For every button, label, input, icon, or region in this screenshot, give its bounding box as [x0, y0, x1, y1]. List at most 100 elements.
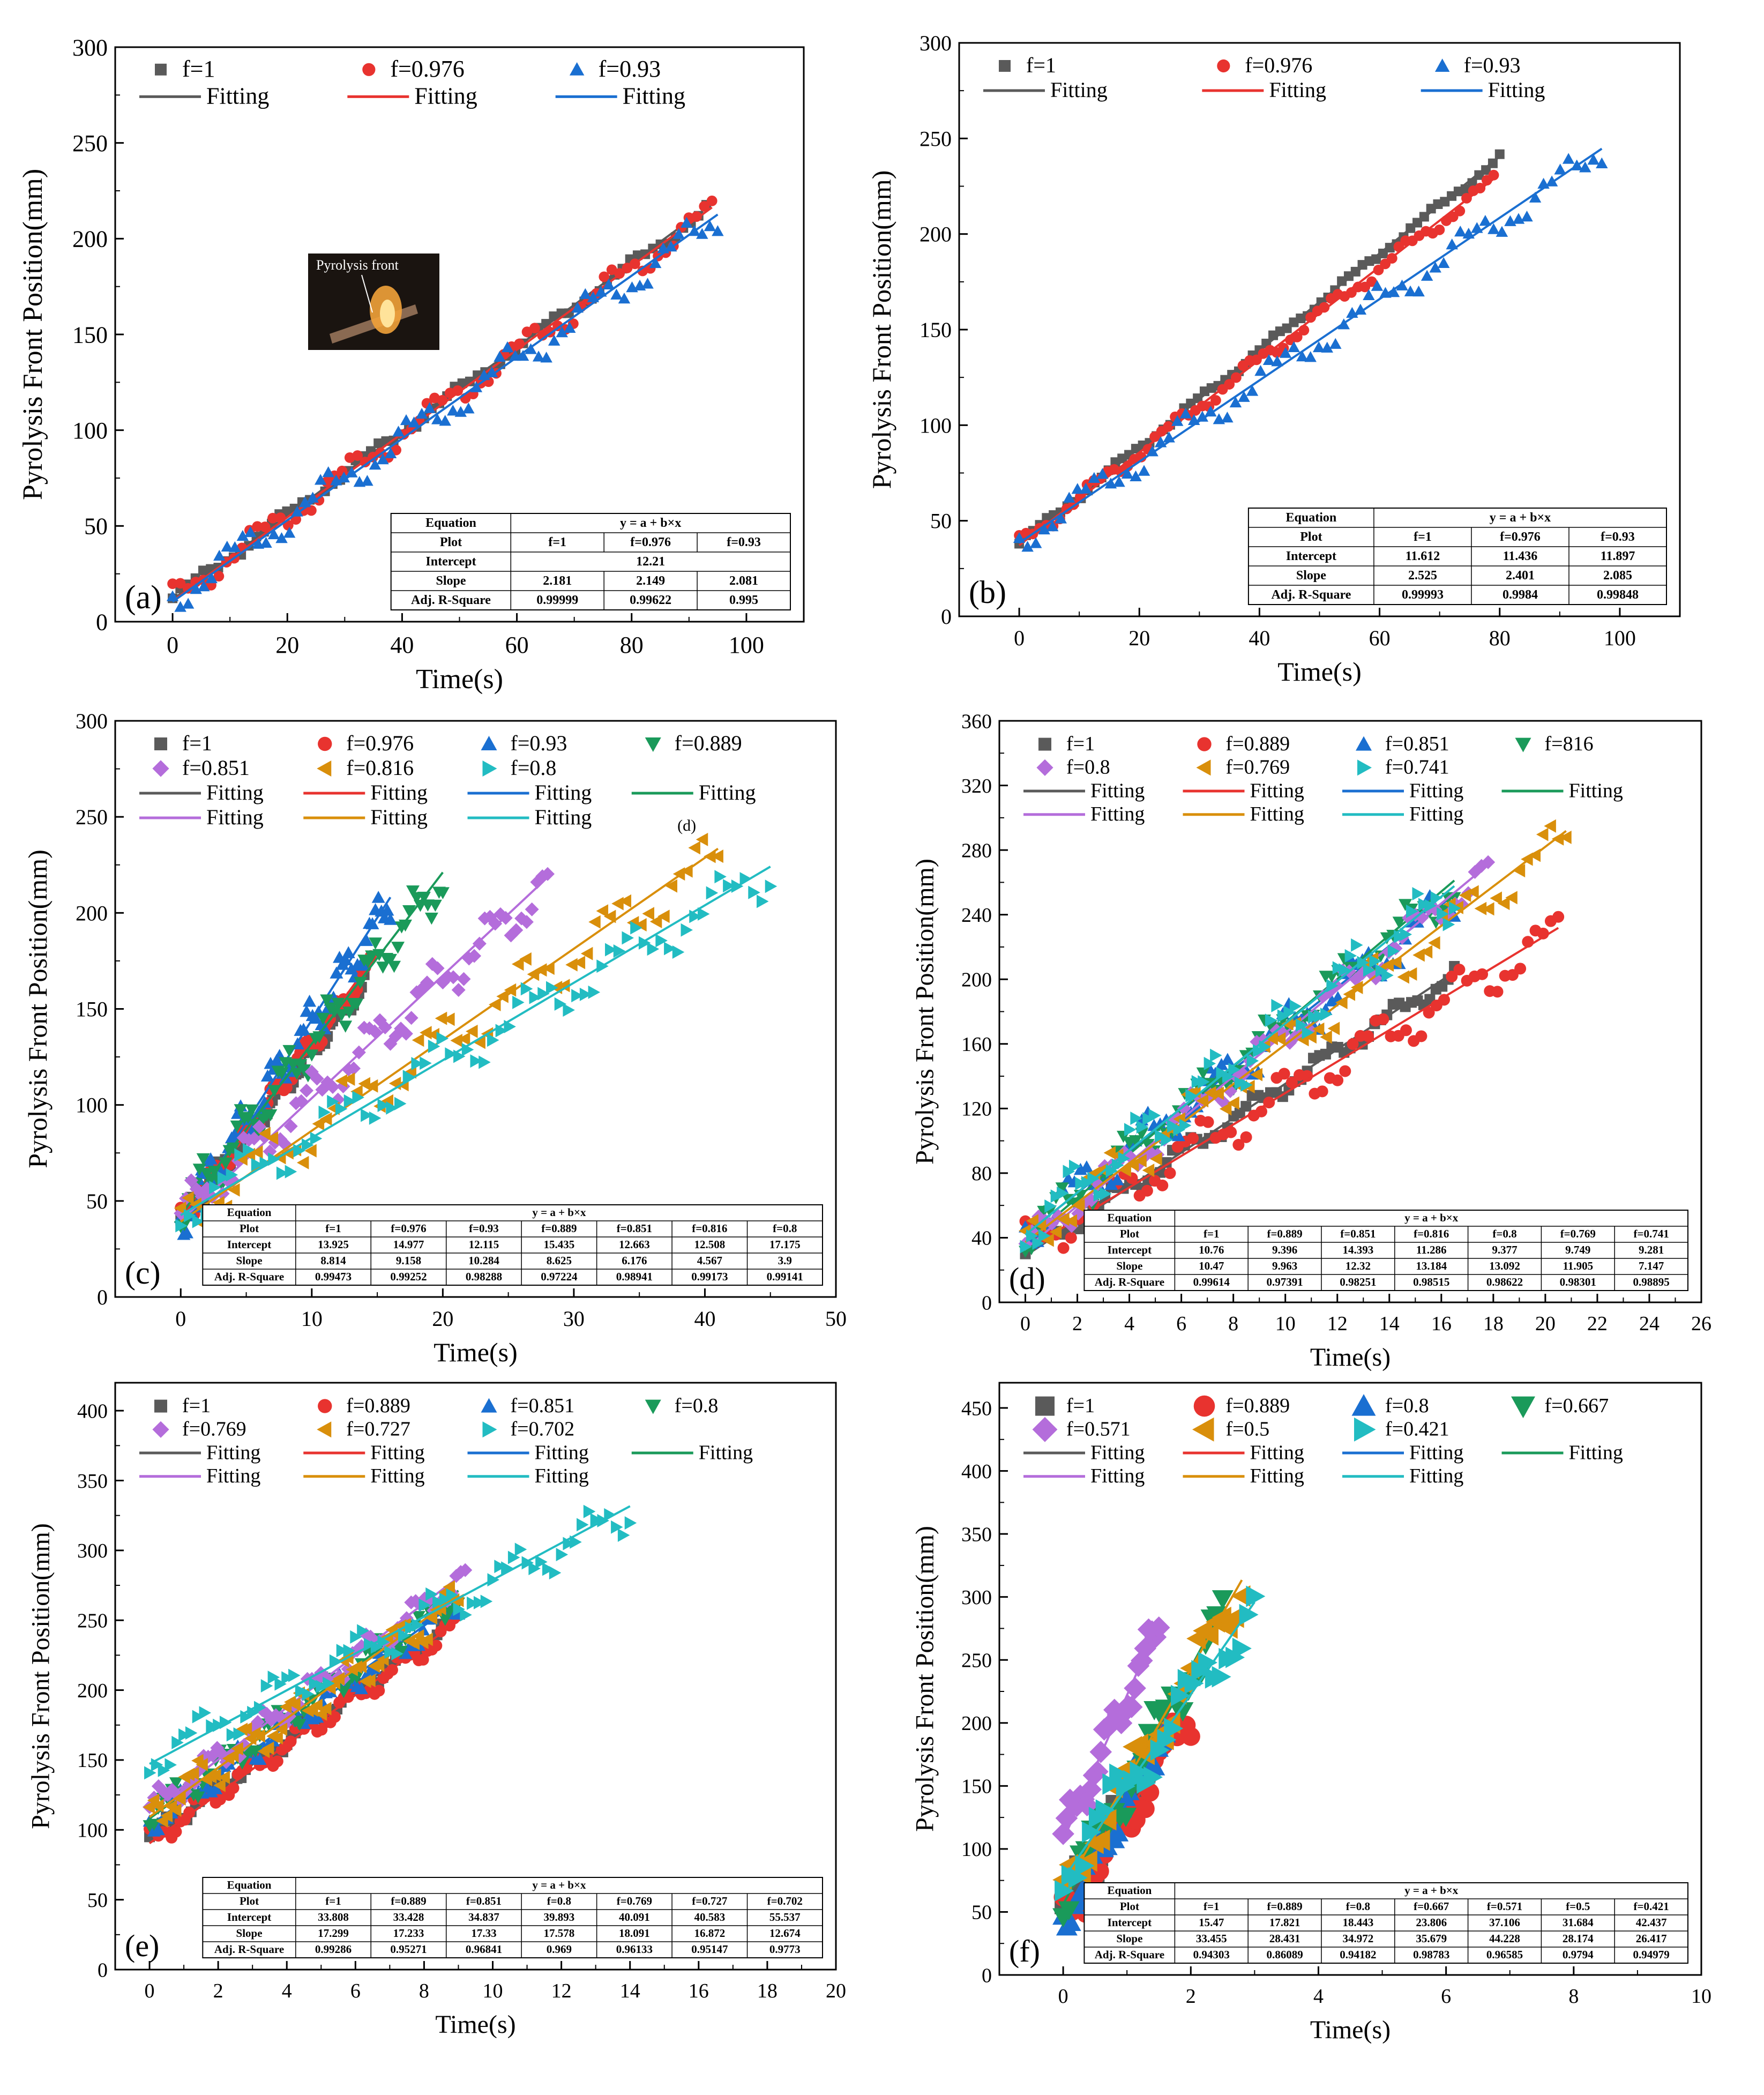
data-point — [1063, 491, 1075, 503]
table-intercept-cell: 37.106 — [1489, 1916, 1520, 1929]
fit-line — [1018, 147, 1603, 544]
data-point — [501, 1561, 513, 1575]
data-point — [711, 849, 723, 863]
data-point — [303, 995, 317, 1007]
data-point — [1273, 1032, 1286, 1046]
data-point — [436, 887, 450, 899]
data-point — [411, 1057, 423, 1071]
data-point — [275, 532, 288, 543]
data-point — [1404, 967, 1417, 981]
data-point — [1251, 354, 1262, 366]
y-tick-label: 100 — [77, 1820, 108, 1842]
legend-fit-label: Fitting — [1050, 78, 1108, 102]
data-point — [622, 931, 634, 945]
data-point — [342, 1007, 356, 1019]
data-point — [1036, 759, 1053, 776]
table-row-label: Plot — [240, 1222, 259, 1235]
data-point — [1232, 1637, 1252, 1659]
x-tick-label: 2 — [1072, 1313, 1082, 1335]
x-tick-label: 40 — [1249, 626, 1270, 650]
data-point — [1505, 891, 1518, 905]
panel-label: (d) — [1009, 1261, 1045, 1296]
data-point — [519, 915, 534, 929]
data-point — [1035, 1396, 1055, 1416]
data-point — [1089, 1741, 1112, 1763]
table-r2-cell: 0.96841 — [466, 1943, 502, 1956]
data-point — [169, 1777, 183, 1790]
table-slope-cell: 17.578 — [544, 1927, 575, 1940]
table-slope-cell: 2.149 — [636, 574, 665, 588]
data-point — [317, 1421, 332, 1438]
data-point — [1354, 1417, 1376, 1442]
table-row-label: Intercept — [425, 555, 476, 569]
data-point — [408, 416, 420, 428]
data-point — [557, 979, 570, 993]
data-point — [253, 1729, 265, 1743]
data-point — [1474, 901, 1487, 915]
data-point — [384, 1645, 397, 1659]
table-intercept-cell: 39.893 — [544, 1911, 575, 1923]
data-point — [174, 1792, 186, 1806]
data-point — [1146, 445, 1158, 457]
x-tick-label: 20 — [432, 1307, 453, 1331]
data-point — [1442, 918, 1455, 931]
data-point — [275, 1067, 289, 1079]
results-table: Equation Plot Intercept Slope Adj. R-Square y… — [202, 1204, 823, 1286]
data-point — [1058, 1901, 1080, 1921]
data-point — [251, 1714, 265, 1729]
x-tick-label: 50 — [825, 1307, 847, 1331]
data-point — [371, 891, 385, 903]
table-slope-cell: 2.081 — [729, 574, 758, 588]
data-point — [1304, 351, 1317, 362]
data-point — [688, 841, 700, 855]
results-table: Equation Plot Intercept Slope Adj. R-Square y… — [1247, 508, 1667, 605]
data-point — [1067, 1197, 1081, 1210]
data-point — [170, 1825, 182, 1838]
data-point — [310, 1710, 324, 1723]
data-point — [624, 1516, 637, 1530]
x-tick-label: 6 — [1441, 1985, 1451, 2008]
table-slope-cell: 4.567 — [697, 1254, 722, 1267]
x-axis-label: Time(s) — [1310, 2016, 1391, 2044]
data-point — [155, 63, 167, 76]
table-r2-cell: 0.98941 — [616, 1270, 653, 1283]
data-point — [1562, 153, 1575, 164]
data-point — [1029, 537, 1042, 548]
x-tick-label: 80 — [620, 632, 644, 658]
data-point — [424, 912, 438, 925]
legend-fit-label: Fitting — [1090, 1441, 1145, 1464]
data-point — [175, 578, 186, 589]
table-r2-cell: 0.96133 — [616, 1943, 653, 1956]
table-row-label: Slope — [1116, 1932, 1142, 1945]
panel-label: (f) — [1009, 1934, 1040, 1969]
table-frame — [1083, 1210, 1688, 1291]
table-r2-cell: 0.9794 — [1563, 1948, 1594, 1961]
data-point — [487, 1033, 499, 1047]
data-point — [1223, 1084, 1237, 1098]
data-point — [404, 1011, 418, 1025]
table-r2-cell: 0.96585 — [1486, 1948, 1523, 1961]
fit-line — [1062, 1601, 1256, 1880]
data-point — [507, 1550, 520, 1564]
data-point — [1184, 1672, 1204, 1694]
y-tick-label: 300 — [72, 34, 108, 61]
fit-line — [171, 206, 713, 602]
data-point — [1363, 963, 1376, 977]
table-plot-cell: f=0.702 — [767, 1895, 803, 1907]
data-point — [1059, 1911, 1081, 1931]
data-point — [1212, 1666, 1231, 1688]
data-point — [571, 989, 584, 1003]
table-plot-cell: f=0.8 — [773, 1222, 797, 1235]
data-point — [521, 1556, 534, 1570]
data-point — [596, 904, 609, 918]
data-point — [549, 1566, 562, 1580]
data-point — [399, 1026, 413, 1041]
y-tick-label: 0 — [97, 1285, 108, 1309]
y-tick-label: 120 — [961, 1098, 992, 1121]
data-point — [1554, 163, 1566, 175]
data-point — [319, 1112, 332, 1126]
table-slope-cell: 9.158 — [396, 1254, 421, 1267]
x-tick-label: 14 — [1379, 1313, 1400, 1335]
table-plot-cell: f=0.667 — [1414, 1900, 1449, 1913]
table-intercept-cell: 15.435 — [544, 1238, 575, 1251]
